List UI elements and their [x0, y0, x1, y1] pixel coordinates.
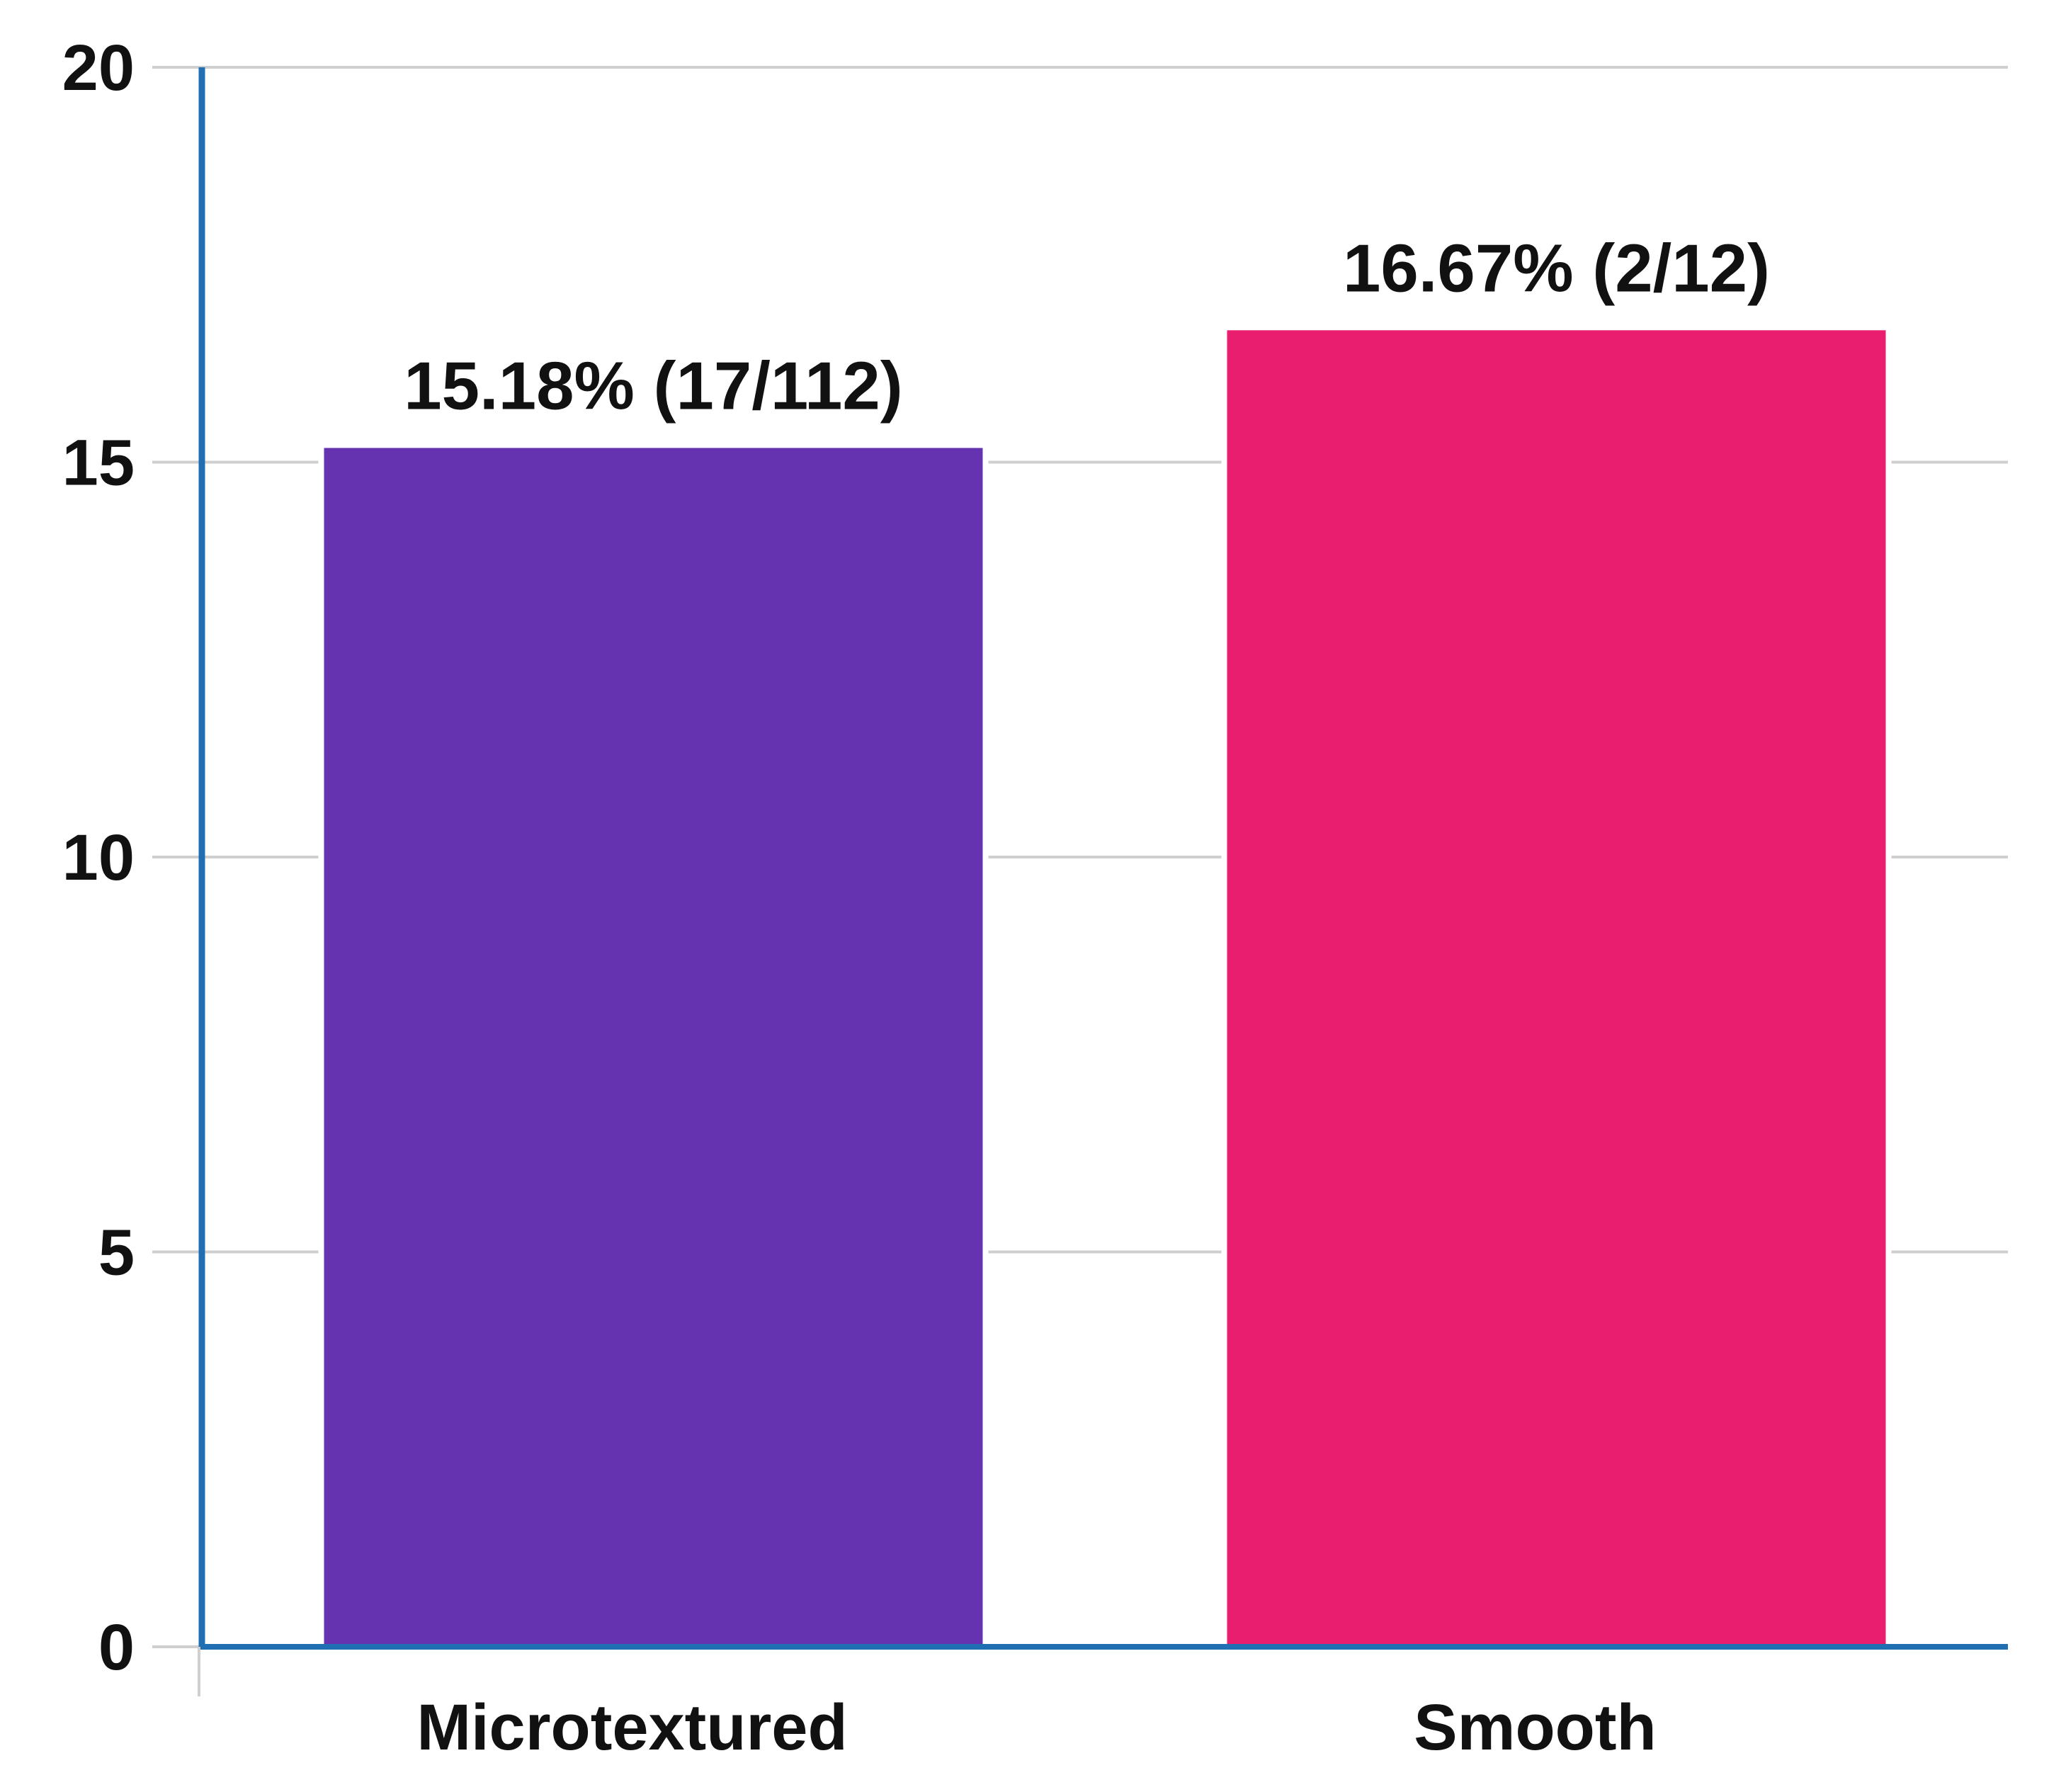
y-tick-label: 15 [62, 427, 135, 499]
x-tick-label: Microtextured [416, 1691, 847, 1764]
y-tick-label: 20 [62, 32, 135, 104]
axes [152, 66, 2008, 1696]
bar-microtextured [324, 448, 983, 1648]
x-tick-label: Smooth [1414, 1691, 1656, 1764]
bar-smooth [1227, 330, 1886, 1647]
data-label: 16.67% (2/12) [1343, 230, 1770, 306]
y-tick-label: 5 [98, 1217, 135, 1289]
y-tick-label: 10 [62, 822, 135, 894]
bars [318, 330, 1892, 1648]
y-tick-label: 0 [98, 1611, 135, 1684]
data-label: 15.18% (17/112) [404, 348, 903, 424]
labels: 0 5 10 15 20 15.18% (17/112) Microtextured 16.6… [62, 32, 1770, 1764]
